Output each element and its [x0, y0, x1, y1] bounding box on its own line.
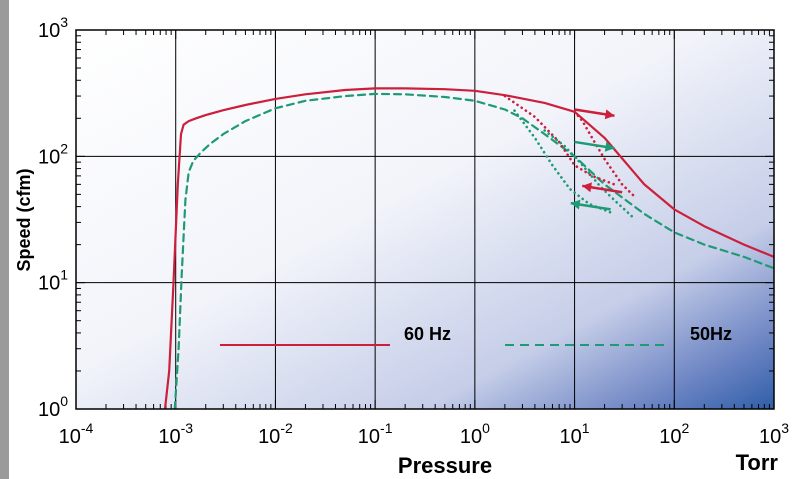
x-tick-label: 100 [460, 420, 490, 448]
legend-label-50hz: 50Hz [690, 324, 732, 344]
x-axis-unit: Torr [736, 450, 779, 475]
series-line-0 [163, 87, 774, 409]
plot-area [76, 30, 774, 409]
x-axis-label: Pressure [398, 453, 492, 478]
arrows-layer [570, 108, 623, 211]
x-tick-label: 10-2 [258, 420, 293, 448]
series-line-2 [503, 94, 616, 186]
legend-label-60hz: 60 Hz [404, 324, 451, 344]
x-tick-label: 102 [659, 420, 689, 448]
x-tick-label: 101 [560, 420, 590, 448]
y-axis-label: Speed (cfm) [14, 168, 34, 271]
arrow-annotation [574, 140, 615, 152]
y-tick-label: 103 [38, 14, 68, 42]
y-tick-label: 101 [38, 267, 68, 295]
series-line-5 [543, 129, 636, 221]
x-tick-label: 10-1 [358, 420, 393, 448]
legend: 60 Hz 50Hz [220, 324, 732, 346]
window-frame-bar [0, 0, 9, 479]
series-layer [163, 87, 774, 409]
x-tick-label: 103 [759, 420, 789, 448]
minor-ticks [75, 30, 774, 410]
y-tick-label: 100 [38, 393, 68, 421]
series-line-1 [173, 92, 774, 409]
plot-border [75, 29, 775, 410]
x-tick-labels: 10-4 10-3 10-2 10-1 100 101 102 103 [59, 420, 790, 448]
arrow-annotation [570, 199, 611, 211]
y-tick-label: 102 [38, 140, 68, 168]
arrow-annotation [582, 182, 623, 194]
y-tick-labels: 100 101 102 103 [38, 14, 68, 421]
arrow-annotation [574, 108, 615, 120]
series-line-4 [513, 109, 616, 216]
x-tick-label: 10-4 [59, 420, 94, 448]
series-line-3 [573, 110, 636, 198]
x-tick-label: 10-3 [158, 420, 193, 448]
